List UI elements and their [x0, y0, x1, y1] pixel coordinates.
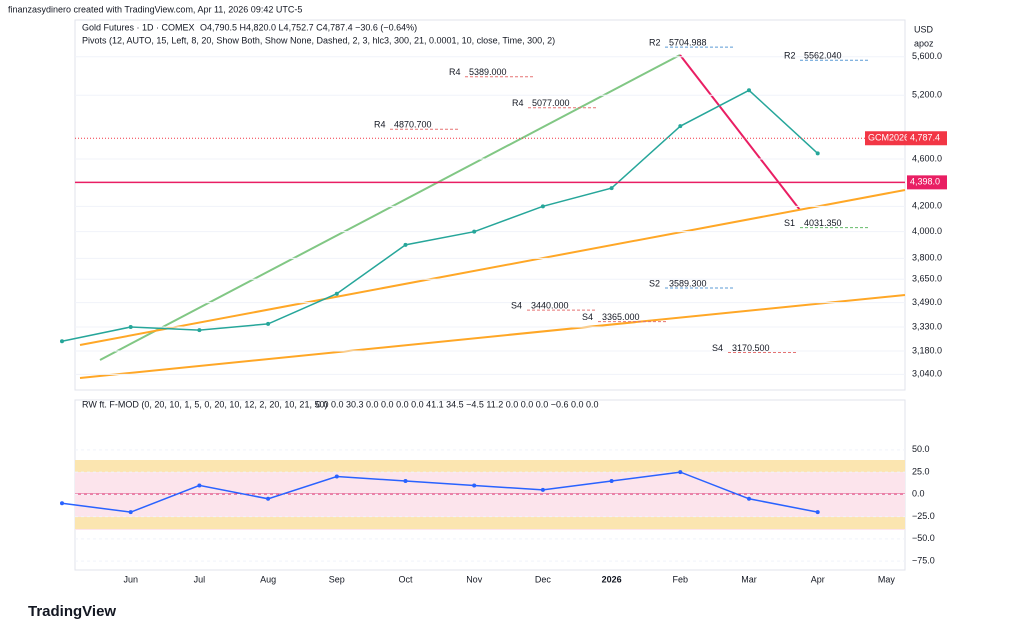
alert-tag-value: 4,398.0: [910, 177, 940, 187]
pivot-name: R4: [512, 98, 524, 108]
y-tick-label: 4,000.0: [912, 226, 942, 236]
pivot-name: S4: [511, 300, 522, 310]
x-tick-label: 2026: [602, 574, 622, 584]
alert-tag: [907, 175, 947, 190]
point: [197, 483, 202, 488]
pivot-name: S1: [784, 218, 795, 228]
indicator-values: 0.0 0.0 30.3 0.0 0.0 0.0 0.0 41.1 34.5 −…: [316, 399, 599, 409]
y-tick-label: −75.0: [912, 555, 935, 565]
scale-mode: apoz: [914, 38, 934, 48]
point: [815, 151, 820, 156]
x-tick-label: Dec: [535, 574, 552, 584]
pivot-name: S4: [712, 343, 723, 353]
pivot-name: S4: [582, 312, 593, 322]
y-tick-label: 3,330.0: [912, 321, 942, 331]
pivot-name: R4: [449, 67, 461, 77]
point: [609, 478, 614, 483]
pivot-value: 4031.350: [804, 218, 842, 228]
pivot-value: 4870.700: [394, 120, 432, 130]
y-tick-label: 5,600.0: [912, 51, 942, 61]
pivot-name: R4: [374, 120, 386, 130]
series-line: [61, 471, 818, 513]
trend-line: [99, 54, 681, 361]
pivot-name: R2: [784, 51, 796, 61]
y-tick-label: −50.0: [912, 533, 935, 543]
indicator-title: RW ft. F-MOD (0, 20, 10, 1, 5, 0, 20, 10…: [82, 399, 327, 409]
x-tick-label: Jul: [194, 574, 206, 584]
y-tick-label: 4,600.0: [912, 153, 942, 163]
pivot-value: 5704.988: [669, 37, 707, 47]
point: [747, 496, 751, 501]
zone: [75, 517, 905, 529]
y-tick-label: 3,490.0: [912, 297, 942, 307]
price-tag-name: GCM2026: [868, 133, 909, 143]
x-tick-label: Oct: [398, 574, 413, 584]
y-tick-label: 3,650.0: [912, 274, 942, 284]
credit: finanzasydinero created with TradingView…: [8, 4, 302, 14]
point: [747, 88, 751, 93]
x-tick-label: Aug: [260, 574, 276, 584]
pivot-value: 3365.000: [602, 312, 640, 322]
point: [197, 328, 202, 333]
x-tick-label: Nov: [466, 574, 483, 584]
point: [815, 510, 820, 515]
point: [266, 496, 271, 501]
point: [60, 501, 64, 506]
currency: USD: [914, 24, 934, 34]
point: [128, 510, 133, 515]
y-tick-label: 50.0: [912, 444, 930, 454]
point: [266, 321, 271, 326]
price-tag-value: 4,787.4: [910, 133, 940, 143]
brand: TradingView: [28, 603, 116, 620]
pivots-legend: Pivots (12, AUTO, 15, Left, 8, 20, Show …: [82, 35, 555, 45]
y-tick-label: −25.0: [912, 511, 935, 521]
point: [540, 487, 545, 492]
pivot-value: 3170.500: [732, 343, 770, 353]
symbol-title: Gold Futures · 1D · COMEX: [82, 22, 195, 32]
y-tick-label: 3,040.0: [912, 369, 942, 379]
pivot-value: 5389.000: [469, 67, 507, 77]
x-tick-label: Apr: [811, 574, 825, 584]
point: [60, 339, 64, 344]
y-tick-label: 0.0: [912, 489, 925, 499]
series-line: [61, 89, 819, 342]
x-tick-label: Feb: [673, 574, 689, 584]
trend-line: [79, 189, 906, 346]
point: [334, 291, 339, 296]
zone: [75, 460, 905, 472]
point: [472, 229, 477, 234]
pivot-value: 3440.000: [531, 300, 569, 310]
ohlc: O4,790.5 H4,820.0 L4,752.7 C4,787.4 −30.…: [200, 22, 417, 32]
point: [128, 325, 133, 330]
y-tick-label: 3,800.0: [912, 253, 942, 263]
y-tick-label: 25.0: [912, 466, 930, 476]
point: [403, 478, 408, 483]
x-tick-label: Jun: [123, 574, 138, 584]
price-tag: [865, 131, 907, 146]
pivot-value: 5077.000: [532, 98, 570, 108]
trend-line: [79, 294, 906, 379]
point: [540, 204, 545, 209]
point: [609, 186, 614, 191]
x-tick-label: Sep: [329, 574, 345, 584]
pivot-value: 3589.300: [669, 278, 707, 288]
trend-line: [679, 54, 801, 211]
point: [678, 470, 683, 475]
point: [472, 483, 477, 488]
y-tick-label: 5,200.0: [912, 90, 942, 100]
point: [678, 124, 683, 129]
x-tick-label: May: [878, 574, 896, 584]
y-tick-label: 3,180.0: [912, 345, 942, 355]
x-tick-label: Mar: [741, 574, 757, 584]
pivot-value: 5562.040: [804, 51, 842, 61]
y-tick-label: 4,200.0: [912, 201, 942, 211]
point: [334, 474, 339, 479]
price-tag: [907, 131, 947, 146]
pivot-name: R2: [649, 37, 661, 47]
pivot-name: S2: [649, 278, 660, 288]
point: [403, 242, 408, 247]
